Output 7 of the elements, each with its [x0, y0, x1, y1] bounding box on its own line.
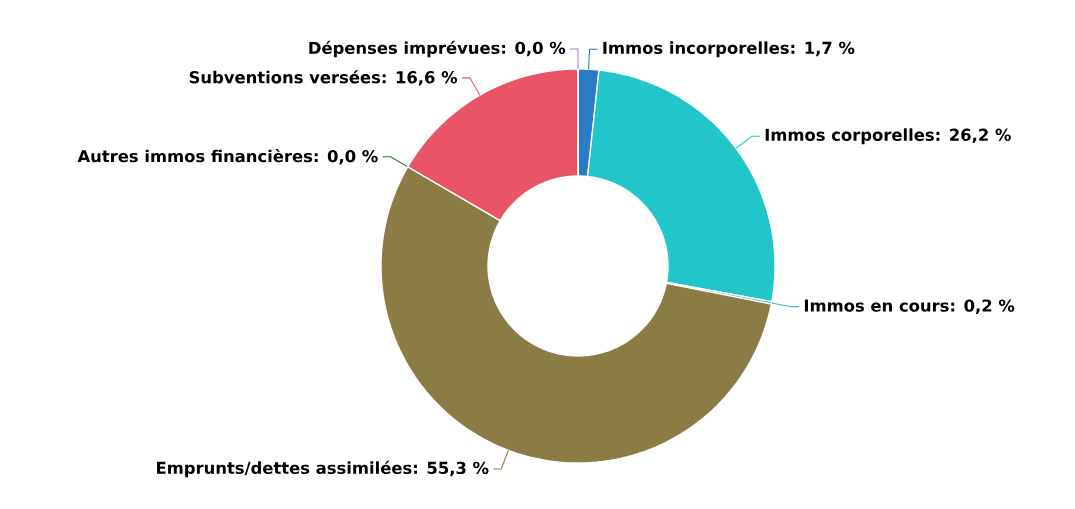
slice-label: Subventions versées: 16,6 % [189, 70, 458, 86]
slice-label: Immos en cours: 0,2 % [804, 299, 1015, 314]
slice-label: Emprunts/dettes assimilées: 55,3 % [157, 460, 489, 478]
legend-label: Dépenses imprévues: 0,0 % [309, 40, 566, 58]
slice-label: Immos incorporelles: 1,7 % [603, 41, 855, 58]
legend-label: Autres immos financières: 0,0 % [77, 148, 378, 165]
slice-label: Immos corporelles: 26,2 % [765, 128, 1011, 145]
